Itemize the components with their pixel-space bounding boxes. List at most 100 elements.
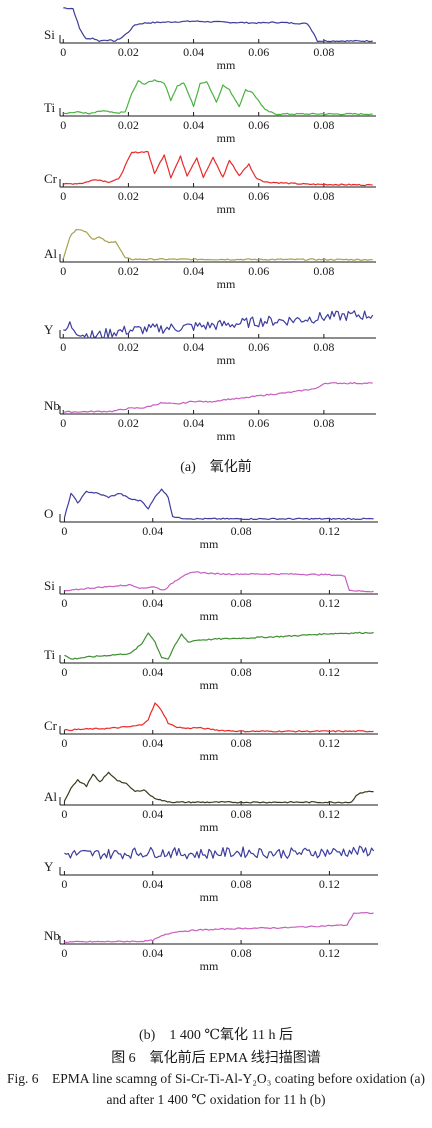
- series-line-si: [63, 7, 373, 43]
- series-line-al: [63, 771, 374, 804]
- x-tick-label: 0.04: [183, 189, 204, 203]
- x-tick-label: 0.08: [231, 877, 252, 891]
- x-tick-label: 0.08: [231, 524, 252, 538]
- x-tick-label: 0: [61, 877, 67, 891]
- x-tick-label: 0.12: [319, 877, 340, 891]
- series-label-ti: Ti: [44, 647, 55, 662]
- x-tick-label: 0.08: [313, 264, 334, 278]
- x-axis-label: mm: [217, 202, 236, 216]
- x-tick-label: 0.02: [118, 340, 139, 354]
- x-tick-label: 0.04: [142, 736, 163, 750]
- x-tick-label: 0.06: [248, 264, 269, 278]
- series-line-cr: [63, 150, 373, 187]
- x-tick-label: 0.08: [313, 189, 334, 203]
- x-tick-label: 0.08: [231, 736, 252, 750]
- x-tick-label: 0.02: [118, 416, 139, 430]
- x-axis-label: mm: [200, 959, 219, 973]
- x-axis-label: mm: [217, 353, 236, 367]
- x-tick-label: 0: [61, 596, 67, 610]
- series-label-si: Si: [44, 27, 55, 42]
- x-tick-label: 0.02: [118, 264, 139, 278]
- x-tick-label: 0.04: [142, 877, 163, 891]
- series-line-y: [63, 310, 374, 339]
- x-tick-label: 0: [61, 524, 67, 538]
- x-tick-label: 0: [60, 264, 66, 278]
- x-axis-label: mm: [200, 749, 219, 763]
- series-line-ti: [64, 631, 374, 660]
- x-tick-label: 0.08: [313, 118, 334, 132]
- x-tick-label: 0.04: [142, 596, 163, 610]
- x-tick-label: 0: [60, 118, 66, 132]
- series-label-o: O: [44, 506, 53, 521]
- series-line-nb: [63, 382, 373, 414]
- x-axis-label: mm: [200, 537, 219, 551]
- x-tick-label: 0.08: [313, 340, 334, 354]
- x-tick-label: 0.12: [319, 946, 340, 960]
- x-tick-label: 0: [61, 665, 67, 679]
- x-tick-label: 0.12: [319, 665, 340, 679]
- x-tick-label: 0: [60, 189, 66, 203]
- series-label-y: Y: [44, 322, 54, 337]
- x-tick-label: 0.02: [118, 189, 139, 203]
- series-label-nb: Nb: [44, 928, 60, 943]
- x-tick-label: 0: [61, 946, 67, 960]
- series-line-o: [63, 488, 374, 521]
- x-tick-label: 0.04: [183, 264, 204, 278]
- x-tick-label: 0.12: [319, 736, 340, 750]
- series-label-cr: Cr: [44, 171, 58, 186]
- x-tick-label: 0.08: [231, 807, 252, 821]
- x-tick-label: 0.04: [142, 946, 163, 960]
- x-tick-label: 0.06: [248, 416, 269, 430]
- x-axis-label: mm: [200, 678, 219, 692]
- x-tick-label: 0: [60, 45, 66, 59]
- caption-panel-a: (a) 氧化前: [180, 460, 252, 475]
- series-line-si: [64, 571, 374, 593]
- x-axis-label: mm: [200, 890, 219, 904]
- x-tick-label: 0: [61, 807, 67, 821]
- series-label-nb: Nb: [44, 398, 60, 413]
- x-tick-label: 0.06: [248, 189, 269, 203]
- x-tick-label: 0.04: [142, 807, 163, 821]
- x-tick-label: 0.04: [183, 340, 204, 354]
- x-axis-label: mm: [217, 429, 236, 443]
- x-axis-label: mm: [217, 131, 236, 145]
- series-label-al: Al: [44, 789, 57, 804]
- x-tick-label: 0.04: [183, 416, 204, 430]
- x-tick-label: 0.06: [248, 340, 269, 354]
- x-tick-label: 0.08: [231, 665, 252, 679]
- x-tick-label: 0.08: [313, 416, 334, 430]
- series-line-y: [64, 845, 375, 860]
- series-label-ti: Ti: [44, 100, 55, 115]
- caption-panel-b: (b) 1 400 ℃氧化 11 h 后: [139, 1028, 293, 1043]
- x-tick-label: 0.12: [319, 524, 340, 538]
- series-line-nb: [64, 912, 374, 943]
- series-line-al: [62, 228, 373, 261]
- x-tick-label: 0.04: [142, 665, 163, 679]
- series-label-al: Al: [44, 246, 57, 261]
- x-axis-label: mm: [217, 58, 236, 72]
- figure-caption-zh: 图 6 氧化前后 EPMA 线扫描图谱: [111, 1051, 321, 1066]
- x-tick-label: 0: [60, 416, 66, 430]
- x-tick-label: 0.06: [248, 45, 269, 59]
- x-tick-label: 0: [60, 340, 66, 354]
- x-axis-label: mm: [200, 609, 219, 623]
- series-label-si: Si: [44, 578, 55, 593]
- x-tick-label: 0.04: [142, 524, 163, 538]
- x-tick-label: 0.02: [118, 45, 139, 59]
- x-axis-label: mm: [217, 277, 236, 291]
- x-axis-label: mm: [200, 820, 219, 834]
- x-tick-label: 0.12: [319, 807, 340, 821]
- series-line-ti: [63, 79, 373, 116]
- x-tick-label: 0.02: [118, 118, 139, 132]
- series-label-y: Y: [44, 859, 54, 874]
- series-label-cr: Cr: [44, 718, 58, 733]
- x-tick-label: 0.04: [183, 45, 204, 59]
- x-tick-label: 0.04: [183, 118, 204, 132]
- x-tick-label: 0.08: [313, 45, 334, 59]
- figure-caption-en: Fig. 6 EPMA line scamng of Si-Cr-Ti-Al-Y…: [6, 1071, 426, 1107]
- x-tick-label: 0: [61, 736, 67, 750]
- x-tick-label: 0.08: [231, 596, 252, 610]
- x-tick-label: 0.06: [248, 118, 269, 132]
- series-line-cr: [64, 702, 374, 733]
